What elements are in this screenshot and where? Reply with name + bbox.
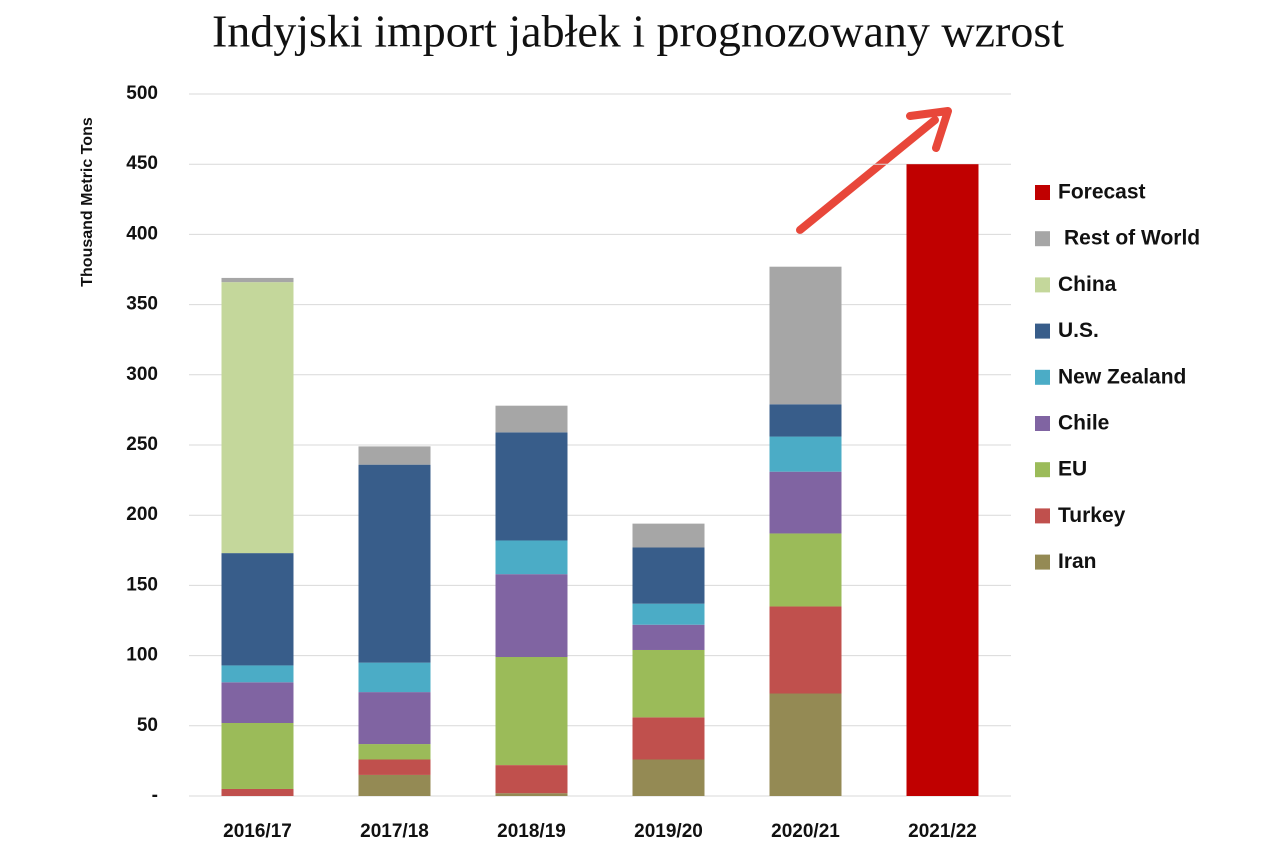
y-tick-label: 50 — [137, 715, 158, 736]
bar-segment — [495, 793, 568, 796]
bar-segment — [632, 624, 705, 650]
legend-label: Chile — [1058, 412, 1109, 435]
y-axis-title: Thousand Metric Tons — [79, 117, 96, 287]
y-tick-label: 400 — [126, 223, 158, 244]
legend-swatch — [1035, 323, 1050, 339]
legend-swatch — [1035, 416, 1050, 431]
bar-segment — [769, 533, 842, 607]
x-tick-label: 2020/21 — [771, 821, 840, 842]
bar-segment — [221, 665, 294, 683]
legend-label: Iran — [1058, 550, 1097, 573]
legend-swatch — [1035, 554, 1050, 570]
bar-segment — [495, 765, 568, 794]
legend-swatch — [1035, 185, 1050, 200]
legend-label: China — [1058, 273, 1117, 296]
bar-segment — [632, 717, 705, 760]
y-tick-label: 350 — [126, 294, 158, 315]
legend-swatch — [1035, 277, 1050, 293]
legend-label: EU — [1058, 458, 1087, 481]
x-tick-label: 2017/18 — [360, 821, 429, 842]
y-tick-label: 200 — [126, 504, 158, 525]
bar-segment — [495, 657, 568, 766]
y-tick-label: - — [152, 785, 158, 806]
legend-label: Turkey — [1058, 504, 1126, 527]
y-tick-label: 450 — [126, 153, 158, 174]
bar-segment — [221, 277, 294, 283]
bar-segment — [358, 446, 431, 465]
bar-segment — [632, 547, 705, 604]
bar-segment — [358, 662, 431, 693]
x-tick-label: 2019/20 — [634, 821, 703, 842]
bar-segment — [632, 523, 705, 548]
legend-label: Forecast — [1058, 181, 1146, 204]
bar-segment — [632, 649, 705, 718]
x-tick-label: 2021/22 — [908, 821, 977, 842]
y-tick-label: 100 — [126, 645, 158, 666]
legend-swatch — [1035, 231, 1050, 247]
bar-segment — [358, 744, 431, 760]
bar-segment — [495, 540, 568, 575]
legend-swatch — [1035, 369, 1050, 385]
bar-segment — [221, 788, 294, 796]
y-tick-label: 500 — [126, 83, 158, 104]
chart-title: Indyjski import jabłek i prognozowany wz… — [212, 6, 1064, 57]
bar-segment — [769, 471, 842, 534]
legend-label: New Zealand — [1058, 365, 1186, 388]
bar-segment — [769, 436, 842, 472]
bar-segment — [495, 432, 568, 541]
bar-segment — [221, 722, 294, 789]
bar-segment — [632, 603, 705, 625]
bar-segment — [769, 693, 842, 796]
legend-swatch — [1035, 508, 1050, 524]
bar-segment — [769, 404, 842, 437]
x-tick-label: 2016/17 — [223, 821, 292, 842]
trend-arrow — [796, 107, 952, 234]
bar-segment — [632, 759, 705, 796]
bar-segment — [221, 282, 294, 554]
y-tick-label: 250 — [126, 434, 158, 455]
legend-label: Rest of World — [1064, 227, 1200, 250]
bar-segment — [769, 266, 842, 405]
bar-segment — [358, 692, 431, 745]
bar-segment — [495, 574, 568, 658]
x-tick-label: 2018/19 — [497, 821, 566, 842]
bar-segment — [221, 682, 294, 723]
bar-segment — [358, 759, 431, 775]
bar-segment — [358, 774, 431, 796]
legend-swatch — [1035, 462, 1050, 478]
bar-segment — [221, 553, 294, 666]
bar-segment — [769, 606, 842, 694]
y-tick-label: 150 — [126, 574, 158, 595]
bar-segment — [358, 464, 431, 663]
bar-segment — [495, 405, 568, 433]
y-tick-label: 300 — [126, 364, 158, 385]
legend-label: U.S. — [1058, 319, 1099, 342]
bar-segment — [906, 164, 979, 796]
